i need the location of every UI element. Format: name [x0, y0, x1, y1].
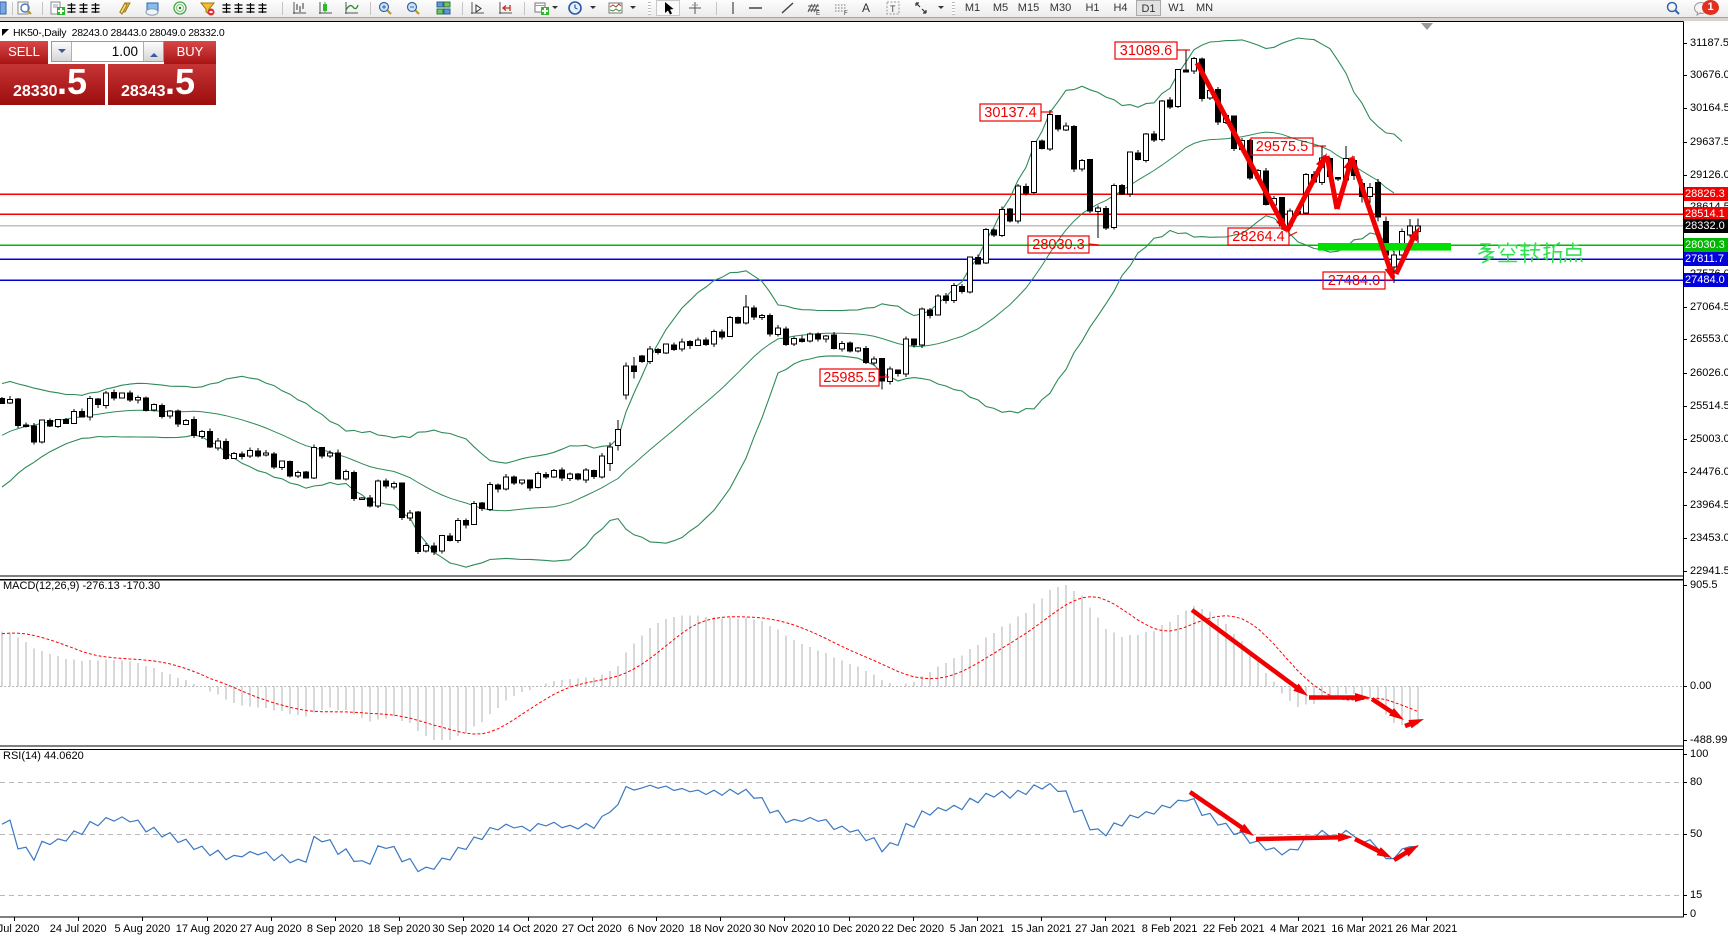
- svg-text:31089.6: 31089.6: [1120, 43, 1172, 59]
- svg-text:28030.3: 28030.3: [1032, 237, 1084, 253]
- svg-text:E: E: [816, 11, 820, 16]
- svg-text:F: F: [844, 11, 848, 16]
- svg-text:T: T: [890, 4, 896, 14]
- svg-text:28264.4: 28264.4: [1232, 229, 1284, 245]
- svg-text:29575.5: 29575.5: [1256, 139, 1308, 155]
- svg-text:25985.5: 25985.5: [823, 370, 875, 386]
- svg-text:30137.4: 30137.4: [984, 105, 1036, 121]
- svg-text:27484.0: 27484.0: [1328, 273, 1380, 289]
